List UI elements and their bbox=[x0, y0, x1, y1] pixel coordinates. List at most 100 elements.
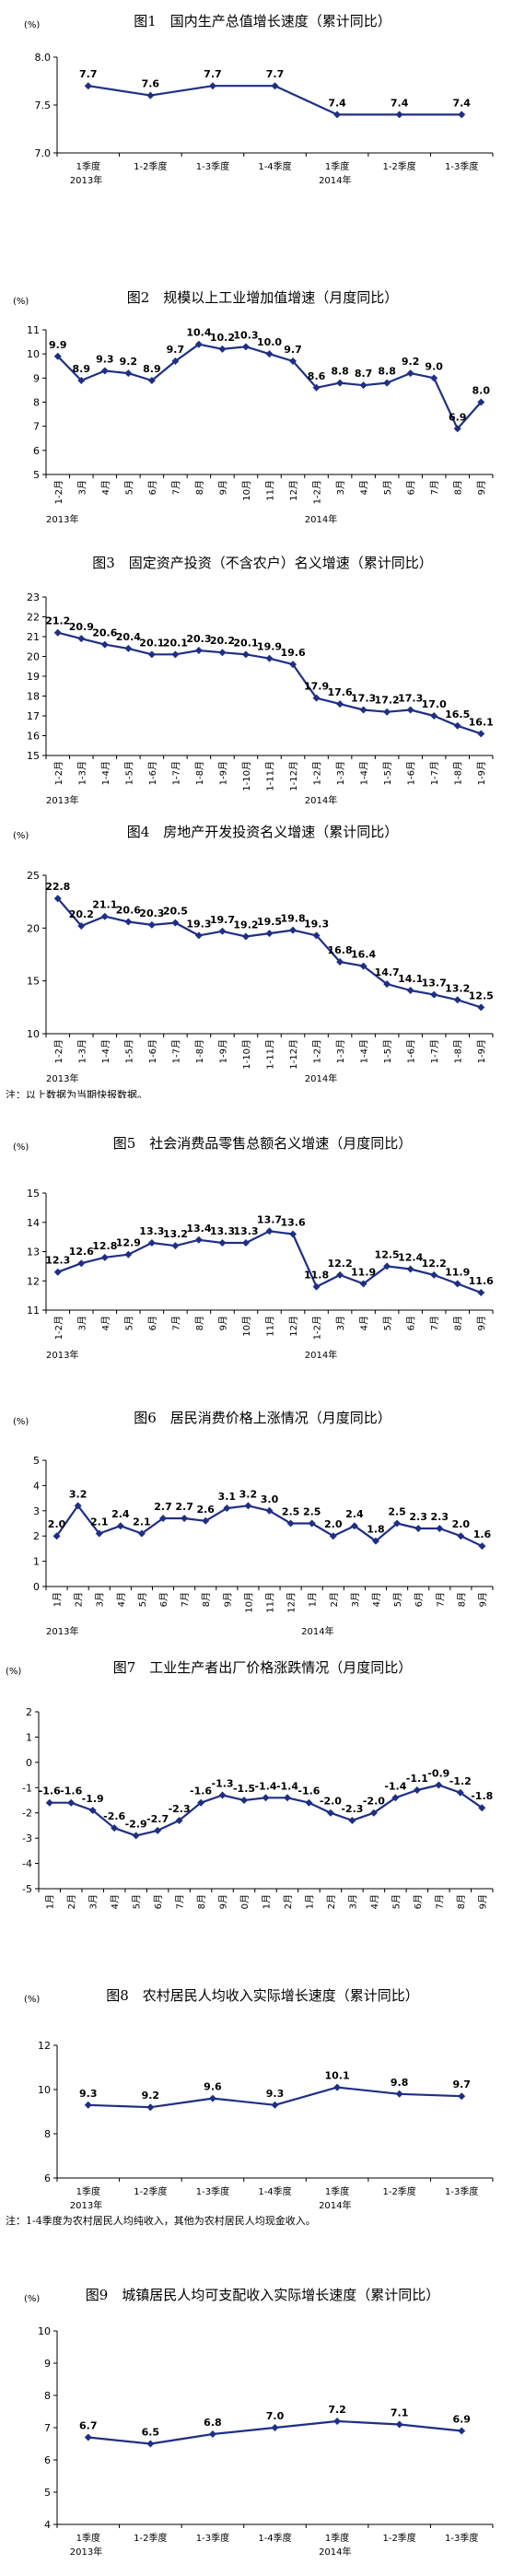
x-tick-label: 4月 bbox=[116, 1592, 127, 1607]
data-point bbox=[457, 1532, 465, 1540]
x-tick-label: 1月 bbox=[52, 1592, 64, 1607]
x-tick-label: 12月 bbox=[288, 1316, 299, 1337]
data-point bbox=[430, 374, 438, 382]
y-tick-label: 7 bbox=[33, 421, 40, 433]
data-label: 6.9 bbox=[449, 411, 467, 423]
x-tick-label: 1-12月 bbox=[288, 761, 299, 791]
data-label: 2.0 bbox=[452, 1518, 471, 1530]
data-label: 10.2 bbox=[210, 332, 235, 344]
y-tick-label: 15 bbox=[27, 976, 40, 988]
x-tick-label: 1-5月 bbox=[382, 1039, 393, 1063]
y-tick-label: 4 bbox=[33, 1480, 40, 1492]
x-tick-label: 6月 bbox=[414, 1592, 425, 1607]
y-tick-label: 5 bbox=[44, 2487, 51, 2499]
x-tick-label: 7月 bbox=[170, 480, 181, 495]
data-label: 20.5 bbox=[163, 906, 188, 918]
data-label: 19.5 bbox=[257, 916, 282, 928]
data-label: 3.0 bbox=[261, 1493, 279, 1505]
data-label: 13.6 bbox=[280, 1216, 305, 1228]
data-point bbox=[111, 1824, 119, 1832]
x-tick-label: 6月 bbox=[413, 1894, 424, 1909]
data-label: 9.2 bbox=[142, 2090, 160, 2102]
data-label: -1.4 bbox=[384, 1780, 406, 1792]
x-tick-label: 7月 bbox=[429, 1316, 440, 1330]
x-tick-label: 11月 bbox=[265, 480, 276, 501]
x-tick-label: 1-3月 bbox=[335, 761, 346, 785]
data-label: 1.6 bbox=[473, 1528, 492, 1540]
data-label: 7.1 bbox=[391, 2407, 409, 2419]
x-tick-label: 7月 bbox=[170, 1316, 181, 1330]
data-label: 10.4 bbox=[186, 327, 211, 339]
y-tick-label: 22 bbox=[27, 612, 40, 624]
x-tick-label: 9月 bbox=[222, 1592, 233, 1607]
data-label: -1.5 bbox=[233, 1783, 255, 1795]
data-label: 10.0 bbox=[257, 336, 282, 348]
data-point bbox=[430, 990, 438, 999]
x-tick-label: 1-10月 bbox=[241, 1039, 252, 1070]
data-point bbox=[336, 379, 344, 387]
y-tick-label: 16 bbox=[27, 731, 40, 743]
x-tick-label: 1-6月 bbox=[406, 1039, 417, 1063]
data-label: 20.9 bbox=[69, 621, 94, 633]
data-label: 2.5 bbox=[303, 1506, 321, 1518]
data-point bbox=[53, 1268, 62, 1276]
y-tick-label: 9 bbox=[44, 2358, 51, 2370]
data-label: 2.0 bbox=[324, 1518, 343, 1530]
data-label: 20.1 bbox=[163, 637, 188, 649]
data-point bbox=[359, 381, 368, 390]
x-tick-label: 1-4季度 bbox=[258, 2185, 291, 2197]
x-tick-label: 9月 bbox=[476, 1316, 487, 1330]
data-point bbox=[116, 1522, 124, 1530]
x-tick-label: 6月 bbox=[147, 1316, 158, 1330]
x-tick-label: 2月 bbox=[74, 1592, 85, 1607]
data-point bbox=[265, 930, 274, 938]
data-label: 3.2 bbox=[69, 1488, 88, 1500]
data-label: 6.7 bbox=[79, 2420, 98, 2432]
data-label: 21.2 bbox=[45, 615, 70, 627]
data-point bbox=[208, 2094, 216, 2102]
data-point bbox=[202, 1516, 210, 1525]
data-point bbox=[208, 82, 216, 90]
data-label: 8.7 bbox=[355, 368, 373, 380]
data-label: 3.1 bbox=[218, 1491, 237, 1503]
y-tick-label: 6 bbox=[44, 2172, 51, 2184]
data-point bbox=[84, 2101, 92, 2109]
data-point bbox=[147, 376, 156, 384]
data-label: 8.9 bbox=[73, 363, 91, 375]
x-tick-label: 2月 bbox=[329, 1592, 340, 1607]
x-tick-label: 4月 bbox=[100, 1316, 111, 1330]
x-tick-label: 1-2月 bbox=[53, 1316, 64, 1340]
data-label: 2.4 bbox=[111, 1508, 130, 1520]
data-label: 6.5 bbox=[142, 2427, 160, 2439]
data-label: -1.1 bbox=[406, 1773, 428, 1785]
data-point bbox=[477, 1288, 485, 1296]
year-label: 2013年 bbox=[46, 1349, 78, 1361]
x-tick-label: 1-3季度 bbox=[445, 2185, 478, 2197]
data-label: 7.6 bbox=[142, 78, 160, 90]
data-point bbox=[171, 1242, 180, 1250]
chart-title: 图9 城镇居民人均可支配收入实际增长速度（累计同比） bbox=[86, 2287, 440, 2303]
data-point bbox=[77, 635, 86, 643]
data-label: 2.4 bbox=[345, 1508, 364, 1520]
data-label: 17.9 bbox=[304, 681, 329, 693]
x-tick-label: 3月 bbox=[335, 1316, 346, 1330]
x-tick-label: 1-7月 bbox=[429, 1039, 440, 1063]
data-label: 19.9 bbox=[257, 641, 282, 653]
data-point bbox=[333, 2418, 342, 2425]
data-label: 3.2 bbox=[239, 1488, 258, 1500]
x-tick-label: 1-5月 bbox=[382, 761, 393, 785]
data-point bbox=[336, 700, 344, 708]
year-label: 2013年 bbox=[70, 2546, 102, 2558]
data-point bbox=[383, 708, 391, 716]
y-tick-label: 18 bbox=[27, 691, 40, 703]
x-tick-label: 7月 bbox=[429, 480, 440, 495]
x-tick-label: 1-4月 bbox=[100, 1039, 111, 1063]
x-tick-label: 3月 bbox=[335, 480, 346, 495]
data-point bbox=[262, 1794, 270, 1802]
data-point bbox=[430, 1270, 438, 1279]
x-tick-label: 1-2季度 bbox=[382, 160, 415, 172]
x-tick-label: 8月 bbox=[456, 1894, 467, 1909]
data-point bbox=[265, 1227, 274, 1235]
data-point bbox=[289, 1230, 298, 1238]
x-tick-label: 1-2月 bbox=[312, 1316, 323, 1340]
